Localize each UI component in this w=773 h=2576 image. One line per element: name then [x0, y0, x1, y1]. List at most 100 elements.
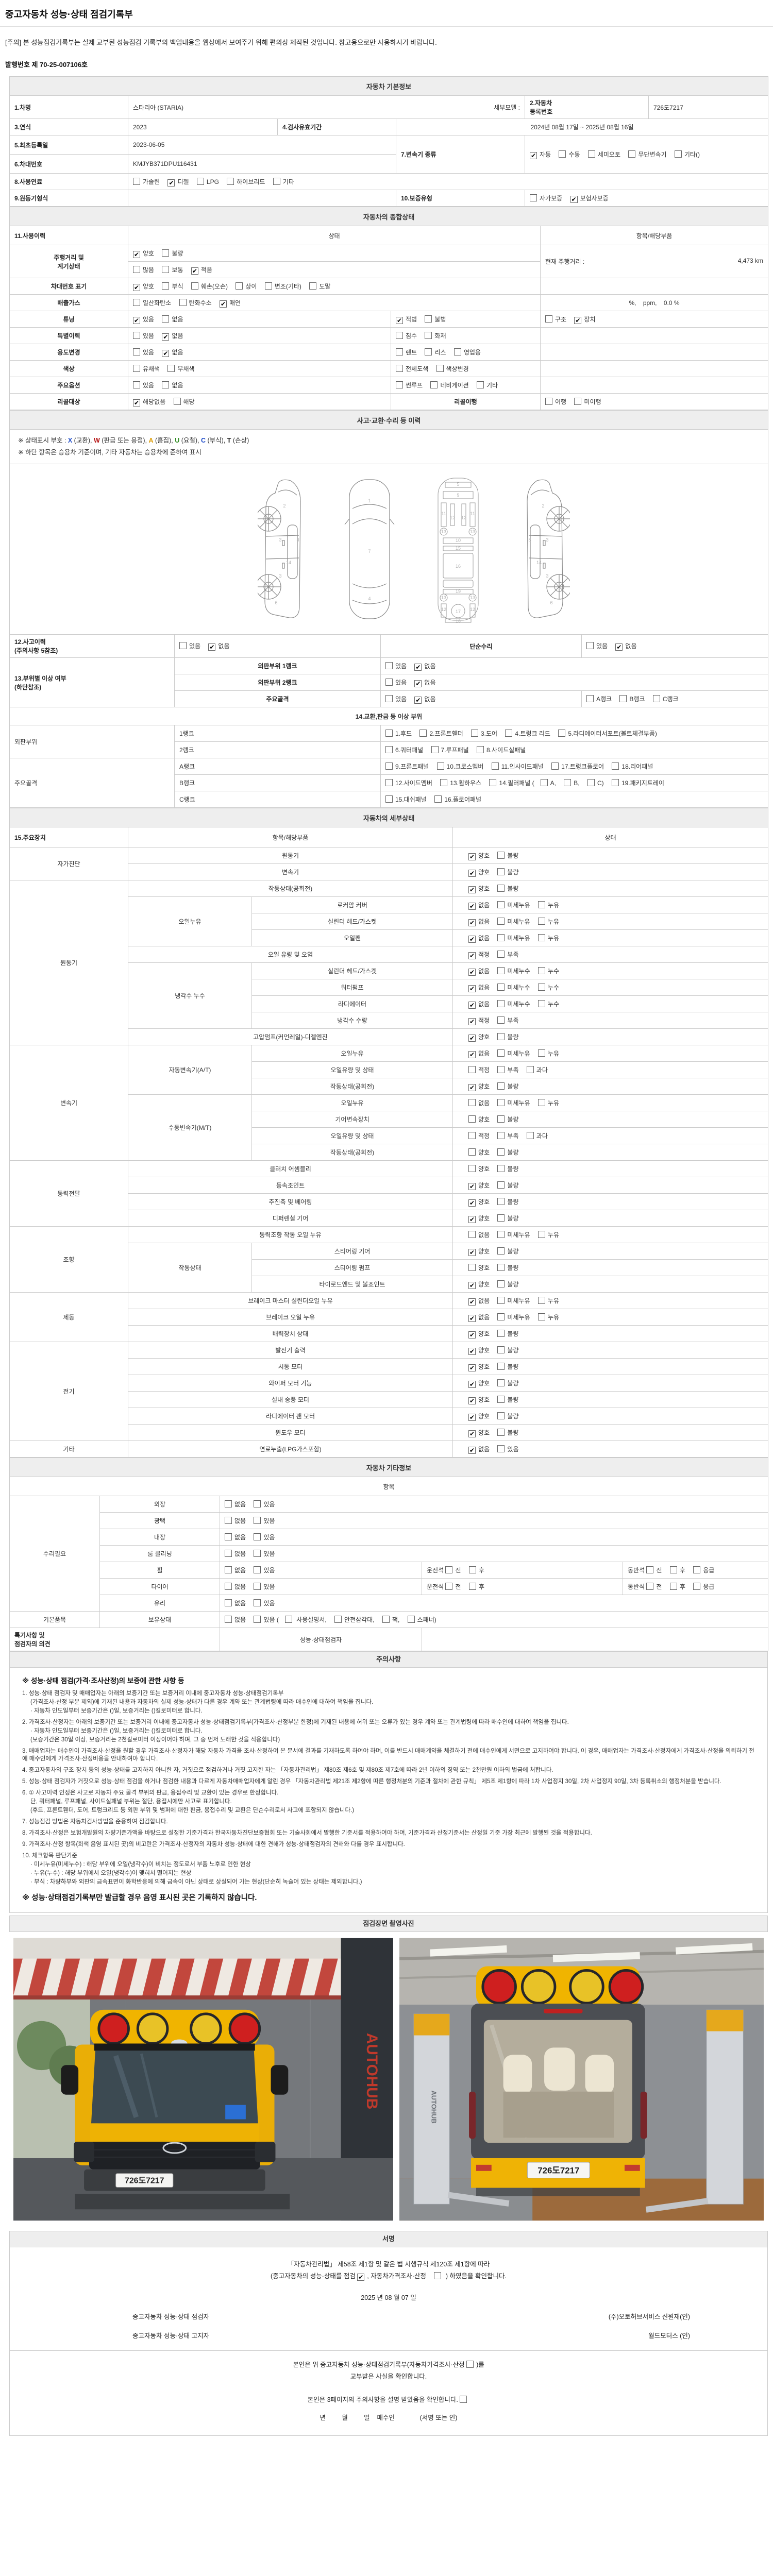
checkbox[interactable] [537, 901, 545, 908]
checkbox[interactable] [545, 315, 552, 323]
checkbox[interactable] [284, 1616, 292, 1623]
checkbox[interactable] [497, 1181, 505, 1189]
checkbox[interactable] [497, 1428, 505, 1436]
checkbox-checked[interactable]: ✔ [468, 985, 476, 992]
checkbox[interactable] [431, 746, 439, 753]
checkbox[interactable] [254, 1517, 261, 1524]
checkbox[interactable] [254, 1566, 261, 1573]
checkbox-checked[interactable]: ✔ [468, 1034, 476, 1042]
checkbox[interactable] [468, 1566, 476, 1573]
checkbox[interactable] [407, 1616, 415, 1623]
checkbox[interactable] [537, 1099, 545, 1106]
checkbox[interactable] [133, 365, 140, 372]
checkbox[interactable] [586, 642, 594, 649]
checkbox[interactable] [646, 1583, 654, 1590]
checkbox[interactable] [162, 249, 170, 257]
checkbox[interactable] [273, 177, 280, 185]
checkbox[interactable] [491, 762, 499, 770]
checkbox[interactable] [385, 762, 393, 770]
checkbox[interactable] [669, 1583, 677, 1590]
checkbox[interactable] [497, 1049, 505, 1057]
checkbox[interactable] [540, 779, 548, 786]
checkbox[interactable] [173, 397, 181, 405]
checkbox-checked[interactable]: ✔ [468, 1018, 476, 1025]
checkbox[interactable] [669, 1566, 677, 1573]
checkbox[interactable] [628, 150, 636, 158]
checkbox-checked[interactable]: ✔ [468, 1083, 476, 1091]
checkbox-checked[interactable]: ✔ [357, 2274, 365, 2281]
checkbox-checked[interactable]: ✔ [208, 643, 216, 651]
checkbox[interactable] [497, 1264, 505, 1271]
checkbox[interactable] [385, 730, 393, 737]
checkbox[interactable] [385, 694, 393, 702]
checkbox[interactable] [133, 177, 140, 185]
checkbox[interactable] [225, 1500, 232, 1507]
checkbox-checked[interactable]: ✔ [468, 1248, 476, 1256]
checkbox[interactable] [497, 1313, 505, 1320]
checkbox[interactable] [587, 150, 595, 158]
checkbox[interactable] [497, 1329, 505, 1337]
checkbox[interactable] [254, 1599, 261, 1606]
checkbox[interactable] [445, 1583, 453, 1590]
checkbox[interactable] [497, 1066, 505, 1073]
checkbox[interactable] [497, 851, 505, 859]
checkbox[interactable] [396, 381, 403, 388]
checkbox[interactable] [646, 1566, 654, 1573]
checkbox[interactable] [419, 730, 427, 737]
checkbox[interactable] [468, 1066, 476, 1073]
checkbox[interactable] [497, 1099, 505, 1106]
checkbox[interactable] [619, 695, 627, 702]
checkbox-checked[interactable]: ✔ [468, 952, 476, 959]
checkbox[interactable] [489, 779, 497, 786]
checkbox[interactable] [497, 901, 505, 908]
checkbox-checked[interactable]: ✔ [468, 1215, 476, 1223]
checkbox[interactable] [537, 1231, 545, 1238]
checkbox[interactable] [468, 1132, 476, 1139]
checkbox[interactable] [477, 381, 484, 388]
checkbox[interactable] [225, 1599, 232, 1606]
checkbox[interactable] [497, 1296, 505, 1304]
checkbox-checked[interactable]: ✔ [414, 680, 422, 687]
checkbox-checked[interactable]: ✔ [468, 1182, 476, 1190]
checkbox[interactable] [225, 1533, 232, 1540]
checkbox-checked[interactable]: ✔ [530, 151, 537, 159]
checkbox[interactable] [453, 348, 461, 355]
checkbox[interactable] [497, 1346, 505, 1353]
checkbox-checked[interactable]: ✔ [570, 195, 578, 203]
checkbox[interactable] [468, 1165, 476, 1172]
checkbox[interactable] [497, 1115, 505, 1123]
checkbox-checked[interactable]: ✔ [468, 1199, 476, 1207]
checkbox[interactable] [264, 282, 272, 290]
checkbox[interactable] [468, 1099, 476, 1106]
checkbox[interactable] [468, 1148, 476, 1156]
checkbox[interactable] [133, 331, 140, 339]
checkbox[interactable] [468, 1264, 476, 1271]
checkbox[interactable] [434, 795, 442, 803]
checkbox-checked[interactable]: ✔ [468, 919, 476, 926]
checkbox[interactable] [497, 1148, 505, 1156]
checkbox[interactable] [497, 934, 505, 941]
checkbox[interactable] [530, 194, 537, 201]
checkbox[interactable] [225, 1566, 232, 1573]
checkbox[interactable] [430, 381, 438, 388]
checkbox-checked[interactable]: ✔ [468, 886, 476, 893]
checkbox[interactable] [309, 282, 317, 290]
checkbox-checked[interactable]: ✔ [133, 250, 140, 258]
checkbox[interactable] [196, 177, 204, 185]
checkbox[interactable] [574, 398, 582, 405]
checkbox[interactable] [551, 762, 559, 770]
checkbox[interactable] [445, 1566, 453, 1573]
checkbox[interactable] [191, 282, 198, 290]
checkbox[interactable] [425, 332, 432, 339]
checkbox[interactable] [254, 1500, 261, 1507]
checkbox[interactable] [611, 779, 619, 786]
checkbox-checked[interactable]: ✔ [468, 1430, 476, 1437]
checkbox[interactable] [436, 365, 444, 372]
checkbox[interactable] [396, 365, 403, 372]
checkbox[interactable] [385, 746, 393, 753]
checkbox[interactable] [497, 1214, 505, 1222]
checkbox-checked[interactable]: ✔ [414, 696, 422, 704]
checkbox[interactable] [497, 1280, 505, 1287]
checkbox[interactable] [477, 746, 484, 753]
checkbox[interactable] [537, 983, 545, 991]
